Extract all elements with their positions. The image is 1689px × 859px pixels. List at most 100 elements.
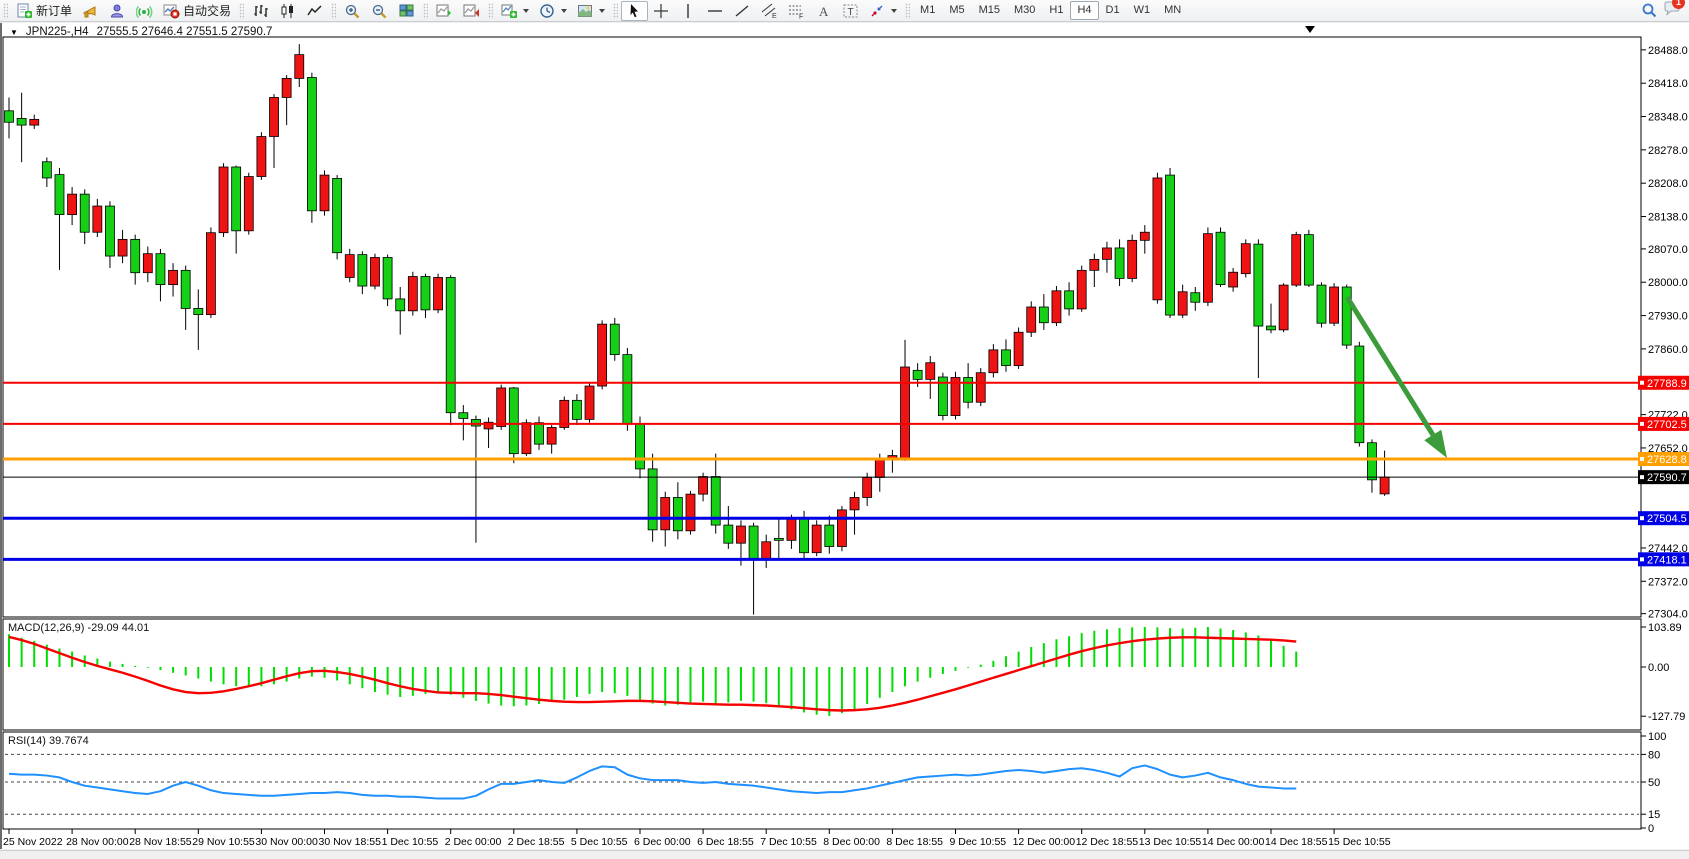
candle[interactable] — [407, 271, 418, 316]
candle[interactable] — [1177, 284, 1188, 318]
timeframe-mn-button[interactable]: MN — [1164, 4, 1182, 16]
autotrading-button[interactable]: 自动交易 — [158, 1, 236, 21]
candle[interactable] — [117, 229, 128, 264]
candle[interactable] — [1291, 231, 1302, 287]
candle[interactable] — [1228, 267, 1239, 292]
zoom-out-button[interactable] — [366, 1, 393, 21]
candle[interactable] — [672, 482, 683, 540]
candle[interactable] — [319, 170, 330, 216]
candle[interactable] — [534, 416, 544, 450]
candle[interactable] — [370, 253, 380, 290]
candle[interactable] — [92, 198, 103, 237]
candle[interactable] — [647, 453, 658, 542]
candle[interactable] — [142, 246, 153, 283]
timeframe-h1-button[interactable]: H1 — [1049, 4, 1064, 16]
chart-canvas[interactable]: 28488.0 28418.0 28348.0 28278.0 28208.0 28138… — [2, 23, 1689, 849]
candle[interactable] — [193, 289, 204, 350]
candle[interactable] — [811, 520, 822, 557]
candle[interactable] — [243, 172, 254, 235]
candle[interactable] — [773, 517, 784, 559]
candle[interactable] — [609, 317, 620, 361]
rsi-pane[interactable] — [2, 731, 1642, 830]
candle[interactable] — [1114, 239, 1125, 287]
candle[interactable] — [294, 44, 305, 87]
candle[interactable] — [29, 114, 40, 129]
candle[interactable] — [837, 506, 847, 552]
chart-shift-button[interactable] — [458, 1, 485, 21]
candle[interactable] — [433, 273, 443, 314]
equidistant-channel-button[interactable]: E — [756, 1, 783, 21]
candle[interactable] — [67, 187, 77, 226]
candle[interactable] — [269, 94, 279, 168]
one-click-trading-toggle[interactable]: ▼ — [10, 27, 18, 37]
macd-pane[interactable] — [2, 618, 1642, 731]
auto-scroll-button[interactable] — [431, 1, 458, 21]
candle[interactable] — [105, 201, 115, 268]
fibonacci-button[interactable]: F — [783, 1, 810, 21]
candle[interactable] — [1341, 284, 1352, 349]
candle[interactable] — [332, 175, 343, 260]
crosshair-button[interactable] — [648, 1, 675, 21]
candle[interactable] — [597, 320, 608, 390]
candle[interactable] — [4, 97, 14, 139]
timeframe-m1-button[interactable]: M1 — [920, 4, 936, 16]
candlestick-chart-button[interactable] — [274, 1, 301, 21]
candle[interactable] — [521, 419, 532, 457]
candle[interactable] — [1329, 283, 1339, 327]
candle[interactable] — [1215, 227, 1226, 287]
market-watch-button[interactable] — [77, 1, 104, 21]
candle[interactable] — [1139, 225, 1150, 254]
text-button[interactable]: A — [810, 1, 837, 21]
candle[interactable] — [1013, 327, 1024, 369]
arrows-button[interactable] — [864, 1, 902, 21]
line-chart-button[interactable] — [301, 1, 328, 21]
tile-windows-button[interactable] — [393, 1, 420, 21]
candle[interactable] — [1240, 239, 1251, 278]
timeframe-d1-button[interactable]: D1 — [1105, 4, 1120, 16]
chart-window[interactable]: 28488.0 28418.0 28348.0 28278.0 28208.0 28138… — [0, 23, 1689, 849]
bar-chart-button[interactable] — [247, 1, 274, 21]
candle[interactable] — [572, 394, 582, 426]
candle[interactable] — [1038, 294, 1049, 330]
candle[interactable] — [710, 453, 721, 534]
notifications-button[interactable]: 1 — [1663, 0, 1685, 22]
candle[interactable] — [988, 344, 999, 378]
candle[interactable] — [256, 132, 267, 180]
candle[interactable] — [685, 490, 696, 535]
candle[interactable] — [344, 248, 355, 283]
candle[interactable] — [281, 75, 292, 126]
templates-button[interactable] — [572, 1, 610, 21]
timeframe-w1-button[interactable]: W1 — [1133, 4, 1151, 16]
candle[interactable] — [950, 371, 961, 420]
candle[interactable] — [1303, 229, 1314, 287]
candle[interactable] — [168, 263, 178, 297]
candle[interactable] — [16, 92, 27, 163]
timeframe-h4-button[interactable]: H4 — [1070, 1, 1099, 20]
candle[interactable] — [496, 384, 507, 430]
candle[interactable] — [1001, 339, 1011, 372]
candle[interactable] — [963, 363, 974, 409]
candle[interactable] — [1051, 286, 1062, 327]
candle[interactable] — [357, 251, 368, 295]
candle[interactable] — [622, 347, 633, 431]
candle[interactable] — [180, 265, 191, 330]
text-label-button[interactable]: T — [837, 1, 864, 21]
candle[interactable] — [1190, 287, 1201, 311]
candle[interactable] — [1266, 303, 1276, 334]
signals-button[interactable] — [131, 1, 158, 21]
periods-button[interactable] — [534, 1, 572, 21]
timeframe-m15-button[interactable]: M15 — [978, 4, 1000, 16]
candle[interactable] — [925, 356, 936, 399]
candle[interactable] — [1064, 282, 1074, 316]
candle[interactable] — [584, 382, 595, 423]
candle[interactable] — [849, 491, 860, 535]
candle[interactable] — [1165, 167, 1175, 318]
candle[interactable] — [1076, 265, 1087, 312]
candle[interactable] — [1152, 172, 1163, 304]
candle[interactable] — [1026, 301, 1037, 337]
candle[interactable] — [1203, 227, 1213, 307]
chart-shift-marker[interactable] — [1305, 26, 1315, 33]
candle[interactable] — [1354, 341, 1365, 447]
candle[interactable] — [231, 165, 242, 254]
candle[interactable] — [546, 425, 557, 454]
